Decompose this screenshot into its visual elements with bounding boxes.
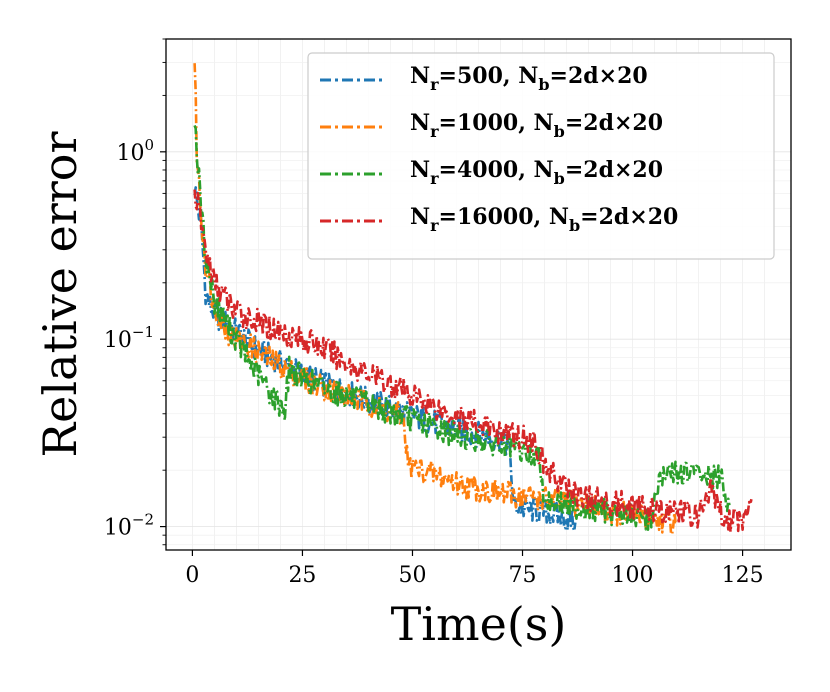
y-tick-label: 10−1 — [104, 323, 154, 353]
x-tick-label: 50 — [398, 563, 426, 588]
y-tick-label: 100 — [116, 136, 154, 166]
x-axis-title: Time(s) — [391, 597, 567, 651]
x-tick-label: 125 — [722, 563, 764, 588]
x-tick-label: 0 — [185, 563, 199, 588]
chart: 0 25 50 75 100 125 10−2 10−1 100 Time(s) Relativ… — [0, 0, 830, 692]
x-tick-label: 100 — [612, 563, 654, 588]
y-axis-title: Relative error — [33, 132, 87, 458]
x-tick-label: 25 — [288, 563, 316, 588]
y-tick-label: 10−2 — [104, 511, 154, 541]
x-tick-label: 75 — [509, 563, 537, 588]
